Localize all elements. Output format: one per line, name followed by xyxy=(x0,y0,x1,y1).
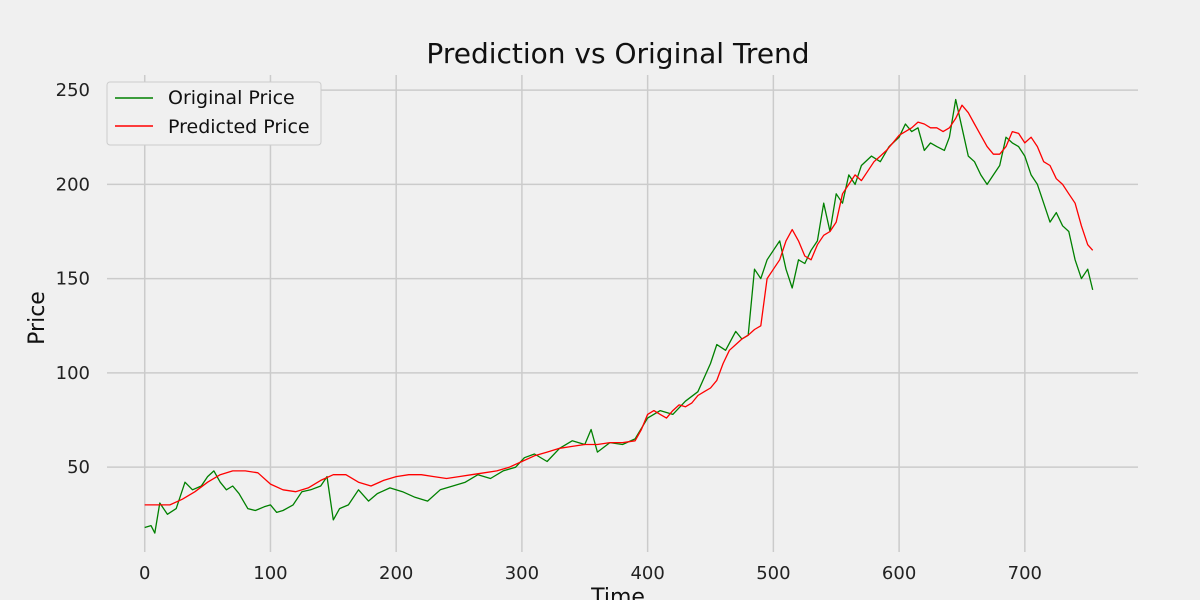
legend-label-original-price: Original Price xyxy=(168,87,295,109)
x-axis-title: Time xyxy=(590,585,645,600)
y-axis-title: Price xyxy=(25,291,50,345)
x-tick-label: 500 xyxy=(756,563,790,584)
series-line-original-price xyxy=(144,98,1094,534)
legend-label-predicted-price: Predicted Price xyxy=(168,116,310,138)
series-line-predicted-price xyxy=(144,104,1094,506)
y-tick-label: 250 xyxy=(56,80,90,101)
x-tick-label: 300 xyxy=(505,563,539,584)
x-tick-label: 100 xyxy=(253,563,287,584)
tick-labels: 0 100 200 300 400 500 600 700 50 100 150 200 250 xyxy=(56,80,1042,584)
legend: Original Price Predicted Price xyxy=(106,81,322,146)
x-tick-label: 0 xyxy=(139,563,150,584)
series-layer xyxy=(144,98,1094,534)
x-tick-label: 200 xyxy=(379,563,413,584)
y-tick-label: 200 xyxy=(56,174,90,195)
chart-title: Prediction vs Original Trend xyxy=(426,37,809,70)
y-tick-label: 150 xyxy=(56,269,90,290)
x-tick-label: 400 xyxy=(630,563,664,584)
grid xyxy=(107,75,1138,552)
legend-frame xyxy=(106,81,322,146)
y-tick-label: 50 xyxy=(67,457,90,478)
x-tick-label: 700 xyxy=(1008,563,1042,584)
y-tick-label: 100 xyxy=(56,363,90,384)
x-tick-label: 600 xyxy=(882,563,916,584)
